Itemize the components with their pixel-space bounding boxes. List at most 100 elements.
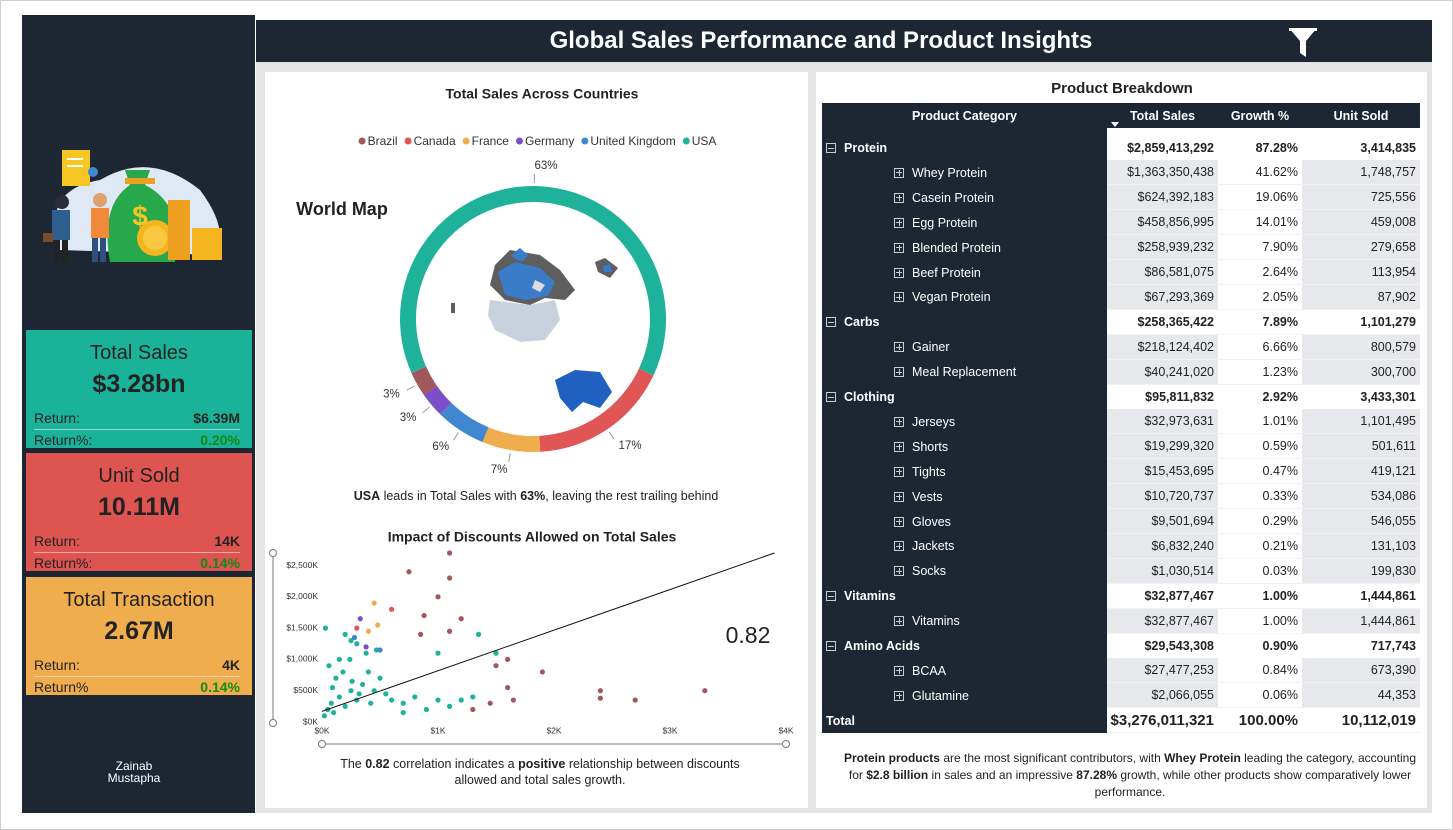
scatter-point	[368, 700, 374, 706]
table-cell: $32,877,467	[1107, 608, 1218, 634]
table-cell: 501,611	[1302, 434, 1420, 460]
cell-text: $258,365,422	[1137, 314, 1214, 329]
cell-text: $32,877,467	[1144, 613, 1214, 628]
cell-text: 419,121	[1370, 464, 1416, 479]
table-cell: 717,743	[1302, 633, 1420, 659]
cell-text: 279,658	[1370, 240, 1416, 255]
cell-text: 1,101,495	[1360, 414, 1416, 429]
cell-text: 10,112,019	[1341, 711, 1416, 729]
x-tick-label: $0K	[314, 725, 329, 735]
table-cell: 100.00%	[1218, 708, 1302, 734]
group-row: Protein $2,859,413,292 87.28% 3,414,835	[822, 135, 1420, 161]
scatter-point	[435, 594, 441, 600]
note-text: Protein products	[843, 751, 940, 765]
expand-icon	[894, 665, 904, 676]
table-cell: 3,414,835	[1302, 135, 1420, 161]
cell-text: 1,444,861	[1360, 613, 1416, 628]
row-label: Meal Replacement	[822, 360, 1107, 385]
table-cell: 0.03%	[1218, 558, 1302, 584]
collapse-icon	[826, 143, 836, 153]
cell-text: 534,086	[1370, 489, 1416, 504]
scatter-point	[329, 684, 336, 691]
table-cell: 534,086	[1302, 484, 1420, 510]
row-label: Tights	[822, 459, 1107, 484]
scatter-point	[493, 650, 499, 656]
map-label: World Map	[296, 199, 388, 219]
slider-handle[interactable]	[782, 740, 790, 748]
column-header: Unit Sold	[1333, 108, 1389, 123]
row-label: Shorts	[822, 434, 1107, 459]
cell-text: Meal Replacement	[912, 365, 1017, 380]
item-row: Glutamine $2,066,055 0.06% 44,353	[822, 683, 1420, 709]
row-label: Vitamins	[822, 609, 1107, 634]
kpi-return-value: $6.39M	[193, 410, 240, 426]
table-cell: 800,579	[1302, 334, 1420, 360]
table-cell: 1,444,861	[1302, 583, 1420, 609]
row-label: Jackets	[822, 534, 1107, 559]
collapse-icon	[826, 641, 836, 651]
legend-label: Canada	[414, 134, 456, 148]
annotation: 0.82	[726, 622, 771, 648]
item-row: Gloves $9,501,694 0.29% 546,055	[822, 509, 1420, 534]
cell-text: $67,293,369	[1144, 289, 1214, 304]
scatter-point	[389, 697, 395, 703]
cell-text: 673,390	[1370, 663, 1416, 678]
category-column	[822, 103, 1107, 733]
note-text: USA	[353, 489, 381, 503]
row-label: Total	[822, 708, 1107, 733]
chart-title: Total Sales Across Countries	[446, 86, 639, 102]
cell-text: 717,743	[1370, 638, 1416, 653]
kpi-return-pct-label: Return%:	[34, 555, 93, 571]
scatter-point	[632, 697, 638, 703]
slider-handle[interactable]	[269, 549, 277, 557]
slider-handle[interactable]	[318, 740, 326, 748]
kpi-return-label: Return:	[34, 533, 80, 549]
cell-text: $258,939,232	[1137, 240, 1214, 255]
y-tick-label: $1,000K	[286, 654, 318, 664]
scatter-point	[322, 625, 329, 631]
cell-text: $19,299,320	[1144, 439, 1214, 454]
row-label: Casein Protein	[822, 185, 1107, 210]
kpi-card: Unit Sold 10.11M Return: 14K Return%: 0.14%	[26, 453, 252, 571]
cell-text: 1,748,757	[1360, 165, 1416, 180]
scatter-point	[360, 681, 366, 688]
total-row: Total $3,276,011,321 100.00% 10,112,019	[822, 708, 1420, 734]
cell-text: BCAA	[912, 663, 947, 678]
expand-icon	[894, 690, 904, 701]
scatter-point	[342, 631, 348, 637]
table-cell: 546,055	[1302, 509, 1420, 534]
cell-text: Beef Protein	[912, 265, 981, 280]
table-header: Product Category Total Sales Growth % Unit …	[822, 103, 1420, 128]
kpi-title: Unit Sold	[98, 465, 180, 487]
kpi-value: $3.28bn	[92, 370, 186, 398]
scatter-point	[351, 634, 358, 641]
cell-text: 7.90%	[1262, 240, 1298, 255]
legend-marker	[462, 137, 470, 145]
scatter-point	[356, 691, 362, 697]
table-cell: 300,700	[1302, 359, 1420, 385]
filter-icon[interactable]	[1288, 27, 1318, 59]
item-row: Meal Replacement $40,241,020 1.23% 300,700	[822, 359, 1420, 385]
table-cell: 10,112,019	[1302, 708, 1420, 734]
x-tick-label: $4K	[778, 725, 793, 735]
group-row: Vitamins $32,877,467 1.00% 1,444,861	[822, 583, 1420, 609]
table-cell: $86,581,075	[1107, 260, 1218, 285]
cell-text: 1,101,279	[1360, 314, 1416, 329]
table-cell: 279,658	[1302, 235, 1420, 261]
kpi-return-label: Return:	[34, 657, 80, 673]
leader-line	[406, 385, 415, 391]
cell-text: Vests	[912, 489, 943, 504]
note-text: 63%	[520, 489, 546, 503]
cell-text: $95,811,832	[1145, 389, 1214, 404]
cell-text: 725,556	[1370, 190, 1416, 205]
y-tick-label: $2,500K	[286, 560, 318, 570]
note-text: positive	[518, 757, 566, 771]
cell-text: 1.01%	[1262, 414, 1298, 429]
cell-text: $1,030,514	[1151, 563, 1214, 578]
cell-text: 0.90%	[1262, 638, 1298, 653]
table-cell: 14.01%	[1218, 210, 1302, 236]
slider-handle[interactable]	[269, 719, 277, 727]
product-table: Product Category Total Sales Growth % Unit …	[822, 103, 1420, 735]
scatter-point	[331, 710, 337, 716]
scatter-point	[510, 697, 516, 703]
